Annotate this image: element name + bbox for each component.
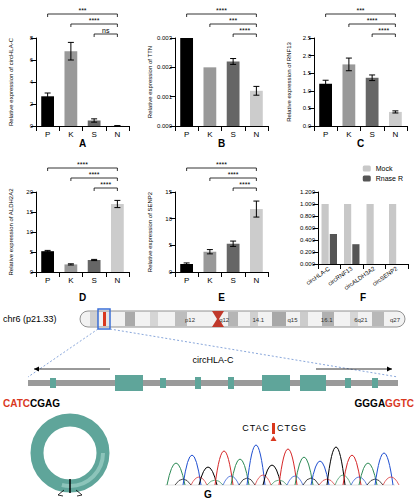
svg-text:****: **** [228, 171, 239, 178]
svg-text:Relative expression of RNF13: Relative expression of RNF13 [286, 41, 292, 121]
svg-text:6q21: 6q21 [354, 317, 368, 323]
svg-text:2.0: 2.0 [303, 53, 312, 59]
svg-text:1.5: 1.5 [303, 70, 312, 76]
svg-text:14.1: 14.1 [252, 317, 264, 323]
svg-text:q27: q27 [390, 317, 401, 323]
svg-text:B: B [218, 138, 225, 149]
svg-text:circALDH3A2: circALDH3A2 [343, 265, 376, 291]
svg-text:0.600: 0.600 [300, 225, 316, 231]
svg-text:p12: p12 [185, 317, 196, 323]
svg-text:0: 0 [30, 123, 34, 129]
svg-text:****: **** [239, 181, 250, 188]
svg-text:20: 20 [26, 189, 33, 195]
svg-text:N: N [114, 130, 120, 139]
svg-text:S: S [230, 276, 235, 285]
svg-text:S: S [369, 130, 374, 139]
svg-text:P: P [184, 130, 189, 139]
svg-text:q12: q12 [219, 317, 230, 323]
svg-text:8: 8 [30, 35, 34, 41]
svg-text:0.800: 0.800 [300, 213, 316, 219]
svg-text:0.000: 0.000 [300, 261, 316, 267]
svg-text:P: P [45, 276, 50, 285]
svg-text:15: 15 [165, 189, 172, 195]
svg-text:ns: ns [102, 27, 110, 34]
svg-text:K: K [68, 276, 74, 285]
svg-text:10: 10 [165, 216, 172, 222]
svg-text:0.003: 0.003 [157, 35, 173, 41]
svg-text:D: D [79, 292, 86, 303]
svg-text:0.001: 0.001 [157, 94, 173, 100]
svg-text:CATCCGAG: CATCCGAG [3, 398, 60, 409]
svg-text:0: 0 [30, 269, 34, 275]
svg-text:0.200: 0.200 [300, 249, 316, 255]
svg-text:****: **** [216, 161, 227, 168]
svg-text:K: K [346, 130, 352, 139]
svg-text:1.200: 1.200 [300, 189, 316, 195]
svg-text:5: 5 [169, 242, 173, 248]
svg-text:****: **** [89, 171, 100, 178]
svg-text:2: 2 [30, 101, 34, 107]
svg-text:G: G [204, 489, 212, 500]
svg-text:N: N [253, 130, 259, 139]
svg-text:****: **** [367, 17, 378, 24]
svg-text:P: P [45, 130, 50, 139]
svg-text:N: N [392, 130, 398, 139]
svg-text:***: *** [78, 7, 86, 14]
svg-text:5: 5 [30, 249, 34, 255]
svg-text:****: **** [89, 17, 100, 24]
svg-text:N: N [114, 276, 120, 285]
svg-text:1.000: 1.000 [300, 201, 316, 207]
svg-text:***: *** [356, 7, 364, 14]
svg-text:circHLA-C: circHLA-C [192, 355, 234, 365]
svg-text:****: **** [239, 27, 250, 34]
svg-text:6: 6 [30, 57, 34, 63]
svg-text:Relative expression of TTN: Relative expression of TTN [147, 46, 153, 118]
svg-text:S: S [91, 276, 96, 285]
svg-text:S: S [91, 130, 96, 139]
svg-text:0.002: 0.002 [157, 64, 173, 70]
svg-text:Relative expression of ALDH2A2: Relative expression of ALDH2A2 [8, 188, 14, 276]
svg-text:N: N [253, 276, 259, 285]
svg-text:circRNF13: circRNF13 [326, 265, 354, 287]
svg-text:A: A [79, 138, 86, 149]
svg-text:P: P [184, 276, 189, 285]
svg-text:Mock: Mock [376, 165, 393, 172]
svg-text:CTGG: CTGG [277, 423, 307, 433]
svg-text:****: **** [77, 161, 88, 168]
svg-text:2.5: 2.5 [303, 35, 312, 41]
svg-text:15: 15 [26, 209, 33, 215]
svg-text:1.0: 1.0 [303, 88, 312, 94]
svg-text:0.5: 0.5 [303, 105, 312, 111]
svg-text:F: F [360, 292, 366, 303]
svg-text:GGGAGGTC: GGGAGGTC [355, 398, 414, 409]
svg-text:16.1: 16.1 [321, 317, 333, 323]
svg-text:K: K [68, 130, 74, 139]
svg-text:****: **** [100, 181, 111, 188]
svg-text:0.000: 0.000 [157, 123, 173, 129]
svg-text:circSENP2: circSENP2 [371, 265, 399, 287]
svg-text:****: **** [378, 27, 389, 34]
svg-text:S: S [230, 130, 235, 139]
svg-text:chr6 (p21.33): chr6 (p21.33) [3, 314, 57, 324]
svg-text:10: 10 [26, 229, 33, 235]
svg-text:CTAC: CTAC [242, 423, 270, 433]
svg-text:K: K [207, 276, 213, 285]
svg-text:****: **** [216, 7, 227, 14]
svg-text:q15: q15 [287, 317, 298, 323]
svg-text:0.0: 0.0 [303, 123, 312, 129]
svg-text:Relative expression of circHLA: Relative expression of circHLA-C [8, 37, 14, 126]
svg-text:Relative expression of SENP2: Relative expression of SENP2 [147, 191, 153, 272]
svg-text:C: C [357, 138, 364, 149]
svg-text:K: K [207, 130, 213, 139]
svg-text:circHLA-C: circHLA-C [305, 265, 331, 287]
svg-text:0: 0 [169, 269, 173, 275]
svg-text:P: P [323, 130, 328, 139]
svg-text:4: 4 [30, 79, 34, 85]
svg-text:E: E [218, 292, 225, 303]
svg-text:0.400: 0.400 [300, 237, 316, 243]
svg-text:***: *** [229, 17, 237, 24]
svg-text:Rnase R: Rnase R [376, 175, 403, 182]
